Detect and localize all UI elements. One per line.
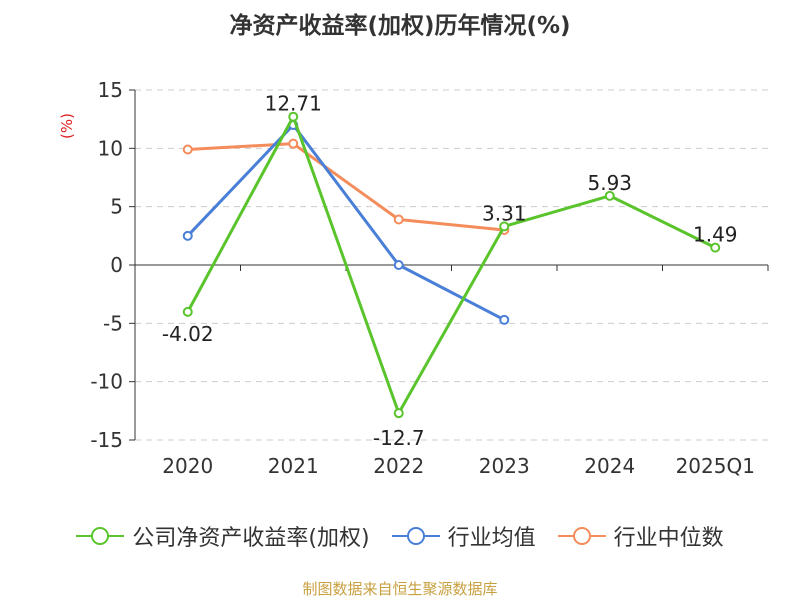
- legend-marker-icon: [557, 527, 606, 545]
- data-point: [182, 144, 193, 155]
- y-tick-label: -5: [103, 311, 123, 335]
- data-point: [499, 314, 510, 325]
- data-label: 5.93: [587, 171, 632, 195]
- y-tick-label: -10: [90, 370, 123, 394]
- data-label: 1.49: [693, 223, 738, 247]
- data-point: [604, 190, 615, 201]
- y-tick-label: 10: [98, 136, 123, 160]
- legend-label: 行业均值: [447, 526, 536, 551]
- data-point: [288, 111, 299, 122]
- data-point: [182, 230, 193, 241]
- data-source-note: 制图数据来自恒生聚源数据库: [302, 580, 498, 598]
- x-tick-label: 2024: [584, 454, 635, 478]
- x-tick-label: 2023: [479, 454, 530, 478]
- series-line-industry-mean: [186, 123, 505, 322]
- data-label: 3.31: [482, 201, 527, 225]
- series-line-industry-median: [187, 142, 505, 232]
- y-axis-unit-label: (%): [58, 113, 76, 139]
- y-tick-label: 0: [110, 253, 123, 277]
- x-tick-label: 2020: [162, 454, 213, 478]
- data-point: [499, 221, 510, 232]
- data-point: [393, 214, 404, 225]
- y-tick-label: -15: [90, 428, 123, 452]
- legend-item-industry-median[interactable]: 行业中位数: [557, 520, 724, 552]
- y-tick-label: 15: [98, 78, 123, 102]
- data-point: [288, 138, 299, 149]
- data-point: [393, 408, 404, 419]
- data-point: [710, 242, 721, 253]
- data-label: -4.02: [162, 322, 214, 346]
- data-label: 12.71: [265, 92, 322, 116]
- y-tick-label: 5: [110, 195, 123, 219]
- x-tick-label: 2025Q1: [676, 454, 755, 478]
- legend: 公司净资产收益率(加权) 行业均值 行业中位数: [0, 520, 800, 552]
- x-tick-label: 2022: [373, 454, 424, 478]
- legend-item-industry-mean[interactable]: 行业均值: [391, 520, 536, 552]
- data-point: [182, 306, 193, 317]
- series-line-company: [186, 115, 716, 415]
- legend-marker-icon: [76, 527, 125, 545]
- legend-label: 行业中位数: [613, 526, 724, 551]
- legend-label: 公司净资产收益率(加权): [132, 526, 370, 551]
- legend-item-company[interactable]: 公司净资产收益率(加权): [76, 520, 370, 552]
- legend-marker-icon: [391, 527, 440, 545]
- chart-title: 净资产收益率(加权)历年情况(%): [229, 13, 571, 39]
- data-label: -12.7: [373, 426, 425, 450]
- data-point: [393, 260, 404, 270]
- x-tick-label: 2021: [268, 454, 319, 478]
